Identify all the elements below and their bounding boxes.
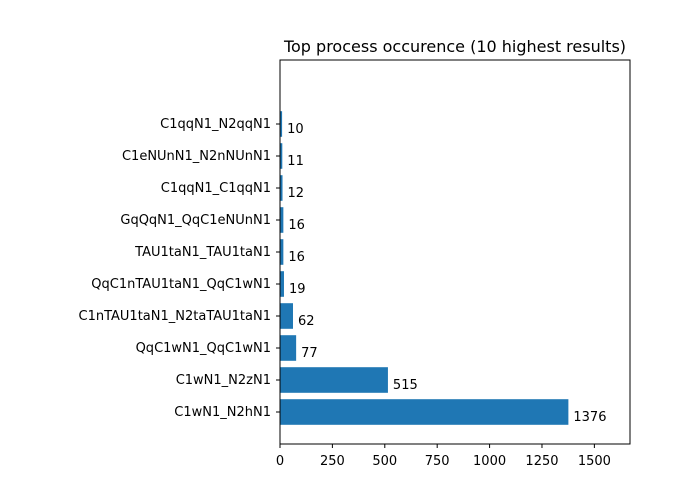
x-tick-label: 500 <box>372 454 397 469</box>
bar-QqC1nTAU1taN1_QqC1wN1 <box>280 271 284 297</box>
y-tick-label: C1wN1_N2zN1 <box>176 373 271 388</box>
y-tick-label: TAU1taN1_TAU1taN1 <box>134 245 271 260</box>
data-label: 19 <box>289 282 306 297</box>
data-label: 1376 <box>573 410 606 425</box>
bar-GqQqN1_QqC1eNUnN1 <box>280 207 284 233</box>
bar-C1qqN1_C1qqN1 <box>280 175 283 201</box>
y-tick-label: GqQqN1_QqC1eNUnN1 <box>120 213 271 228</box>
bar-TAU1taN1_TAU1taN1 <box>280 239 284 265</box>
y-tick-label: C1nTAU1taN1_N2taTAU1taN1 <box>79 309 272 324</box>
data-label: 62 <box>298 314 315 329</box>
data-label: 77 <box>301 346 318 361</box>
data-label: 515 <box>393 378 418 393</box>
y-tick-label: C1wN1_N2hN1 <box>174 405 271 420</box>
bar-C1nTAU1taN1_N2taTAU1taN1 <box>280 303 293 329</box>
bar-C1wN1_N2hN1 <box>280 399 569 425</box>
y-tick-label: C1qqN1_N2qqN1 <box>160 117 271 132</box>
y-tick-label: QqC1wN1_QqC1wN1 <box>136 341 271 356</box>
bar-C1qqN1_N2qqN1 <box>280 111 283 137</box>
x-tick-label: 1250 <box>525 454 558 469</box>
x-tick-label: 0 <box>276 454 284 469</box>
data-label: 12 <box>288 186 305 201</box>
y-tick-label: QqC1nTAU1taN1_QqC1wN1 <box>91 277 271 292</box>
bar-C1eNUnN1_N2nNUnN1 <box>280 143 283 169</box>
x-tick-label: 1500 <box>578 454 611 469</box>
y-tick-label: C1qqN1_C1qqN1 <box>161 181 271 196</box>
data-label: 16 <box>288 250 305 265</box>
data-label: 11 <box>287 154 304 169</box>
axes-group: C1wN1_N2hN1 C1wN1_N2zN1 QqC1wN1_QqC1wN1 C1n… <box>79 59 631 469</box>
x-tick-label: 250 <box>320 454 345 469</box>
chart-title: Top process occurence (10 highest result… <box>283 37 626 56</box>
x-tick-label: 750 <box>425 454 450 469</box>
data-label: 16 <box>288 218 305 233</box>
plot-frame <box>279 59 631 445</box>
x-tick-label: 1000 <box>473 454 506 469</box>
bar-QqC1wN1_QqC1wN1 <box>280 335 297 361</box>
data-label: 10 <box>287 122 304 137</box>
bars-group: 1376 515 77 62 19 16 16 12 11 10 <box>280 111 606 425</box>
bar-C1wN1_N2zN1 <box>280 367 388 393</box>
y-tick-label: C1eNUnN1_N2nNUnN1 <box>122 149 271 164</box>
